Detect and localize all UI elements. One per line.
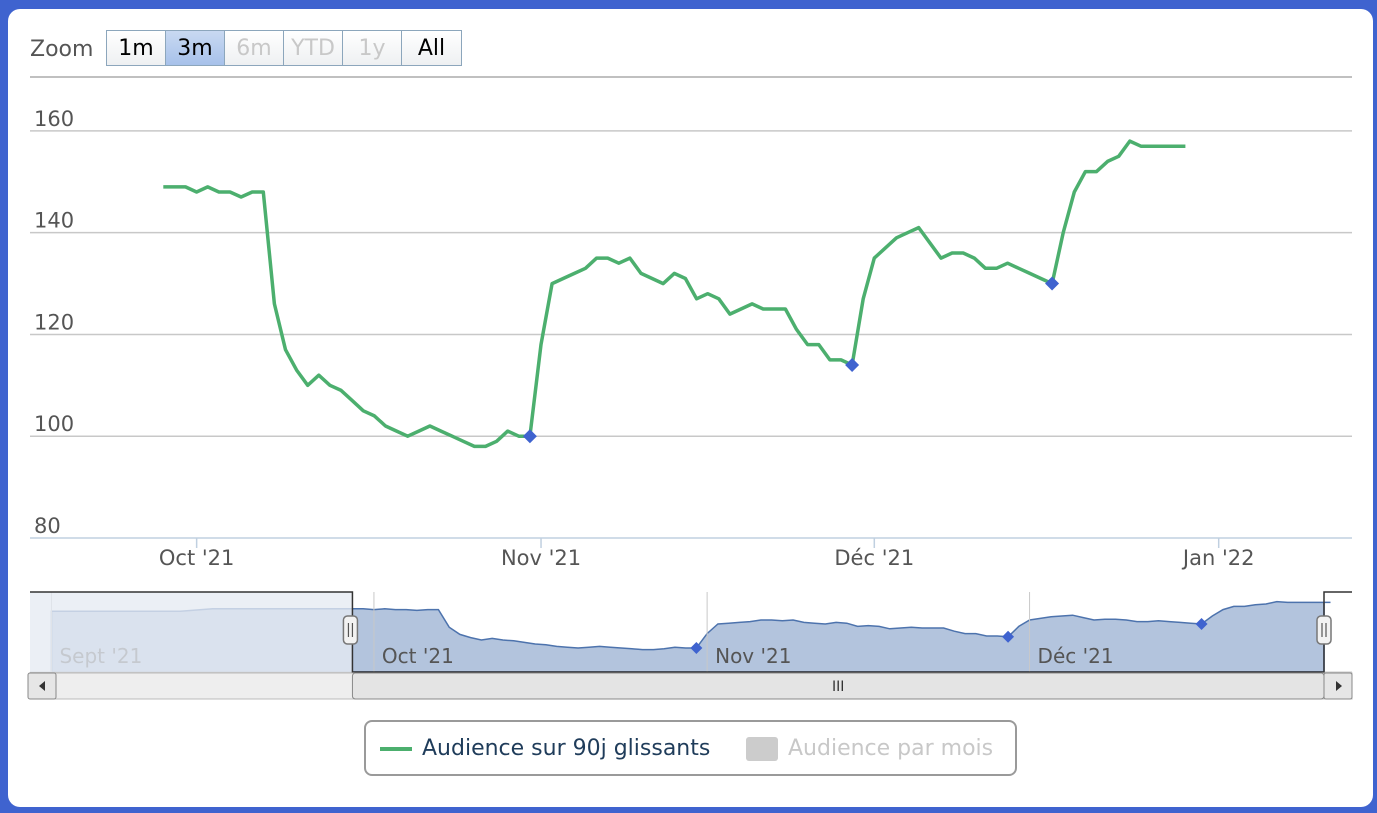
legend-box-swatch	[746, 736, 778, 761]
zoom-button-group: 1m 3m 6m YTD 1y All	[106, 30, 462, 66]
legend-item-90j[interactable]: Audience sur 90j glissants	[380, 736, 710, 761]
legend-label: Audience sur 90j glissants	[422, 736, 711, 761]
legend: Audience sur 90j glissants Audience par …	[364, 720, 1017, 776]
zoom-6m-button: 6m	[225, 31, 284, 65]
legend-label: Audience par mois	[788, 736, 994, 761]
legend-line-swatch	[380, 746, 412, 751]
zoom-1m-button[interactable]: 1m	[107, 31, 166, 65]
zoom-all-button[interactable]: All	[402, 31, 461, 65]
zoom-ytd-button: YTD	[284, 31, 343, 65]
chart-container	[8, 9, 1373, 807]
legend-item-mois[interactable]: Audience par mois	[746, 736, 993, 761]
zoom-3m-button[interactable]: 3m	[166, 31, 225, 65]
zoom-1y-button: 1y	[343, 31, 402, 65]
zoom-label: Zoom	[30, 37, 94, 62]
